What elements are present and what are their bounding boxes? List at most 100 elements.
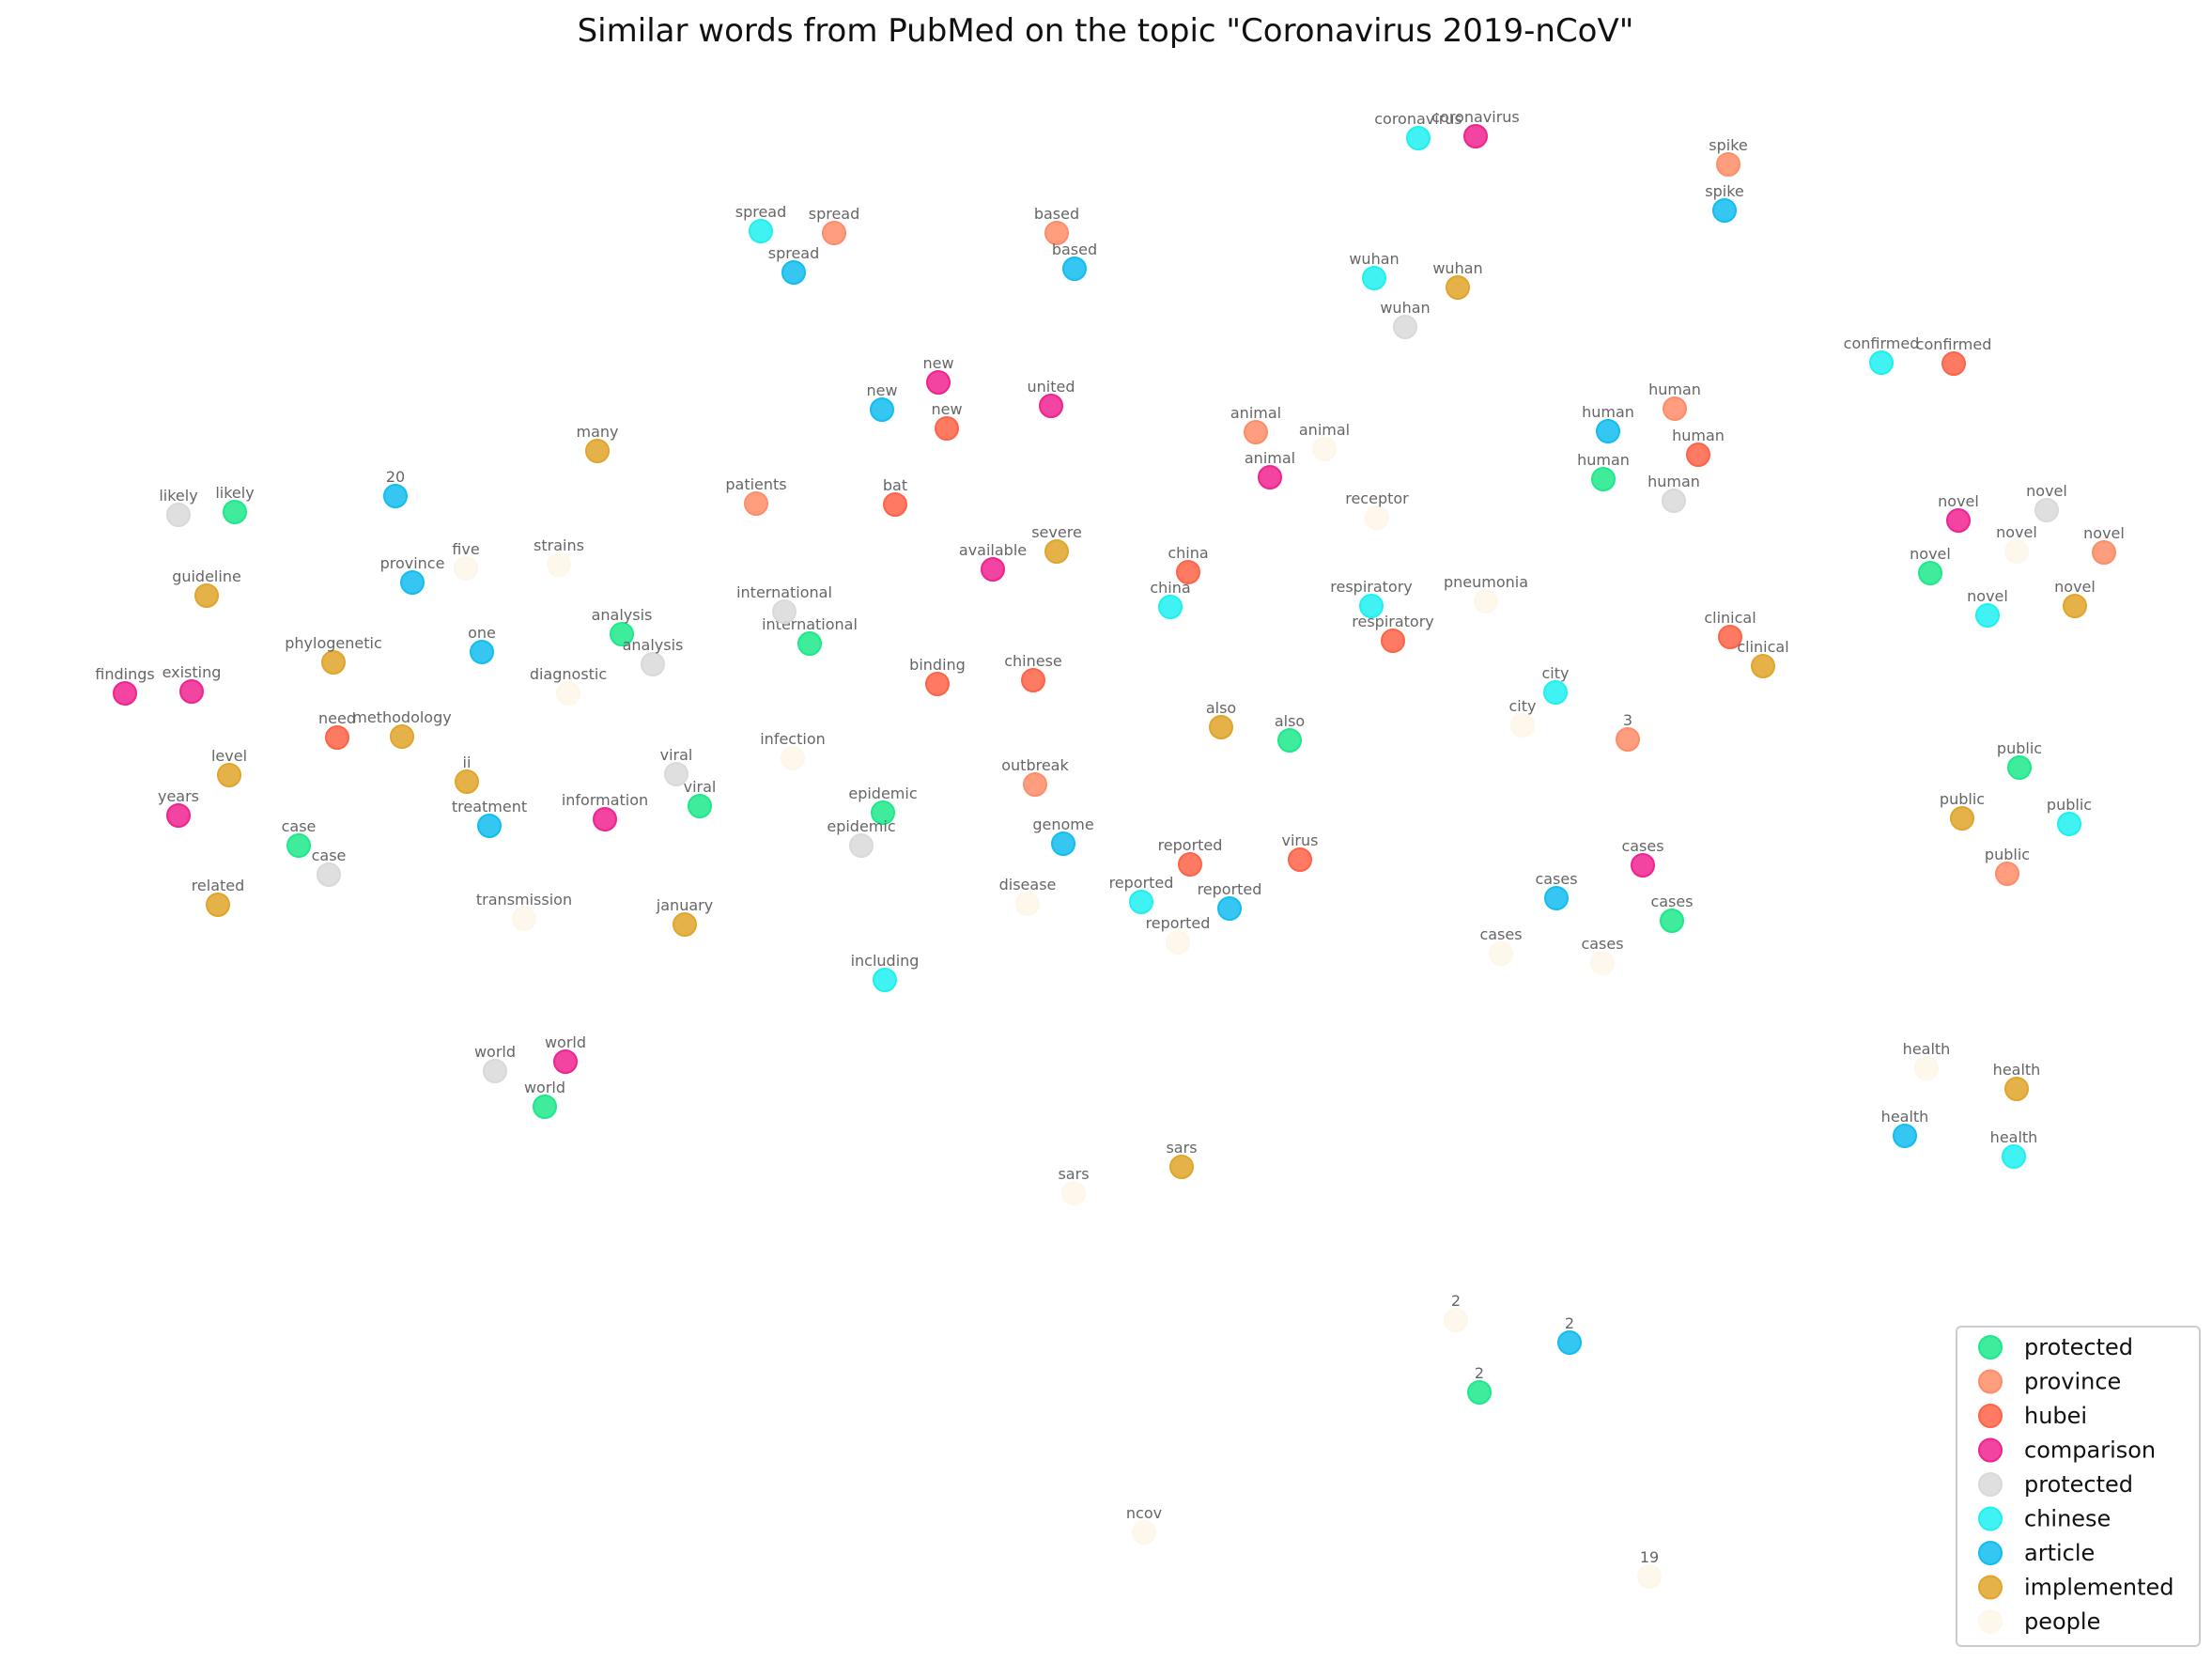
data-point bbox=[1166, 930, 1190, 955]
data-label: receptor bbox=[1345, 489, 1409, 507]
data-label: new bbox=[922, 354, 953, 372]
series-3: new united animal coronavirus available findi… bbox=[95, 108, 1979, 1074]
data-label: ncov bbox=[1126, 1504, 1162, 1522]
data-point bbox=[1489, 941, 1513, 966]
data-label: spike bbox=[1705, 182, 1743, 200]
data-point bbox=[1544, 886, 1569, 910]
data-point bbox=[556, 681, 580, 706]
data-label: treatment bbox=[452, 798, 527, 815]
data-point bbox=[585, 439, 610, 463]
data-point bbox=[2057, 812, 2081, 836]
legend-marker bbox=[1978, 1437, 2003, 1463]
data-label: 2 bbox=[1451, 1292, 1461, 1310]
data-point bbox=[1893, 1124, 1917, 1148]
data-label: one bbox=[468, 624, 496, 642]
data-label: virus bbox=[1282, 831, 1319, 849]
data-point bbox=[641, 652, 665, 676]
data-label: coronavirus bbox=[1431, 108, 1520, 126]
data-label: cases bbox=[1581, 935, 1623, 953]
data-point bbox=[883, 492, 907, 517]
data-point bbox=[1543, 680, 1568, 705]
data-label: clinical bbox=[1704, 609, 1756, 627]
data-label: case bbox=[282, 817, 317, 835]
data-point bbox=[470, 640, 494, 664]
data-label: novel bbox=[1938, 492, 1979, 510]
data-label: novel bbox=[1910, 545, 1951, 563]
data-point bbox=[1467, 1380, 1492, 1405]
data-point bbox=[1474, 589, 1498, 614]
data-label: reported bbox=[1146, 914, 1211, 932]
data-point bbox=[744, 491, 768, 516]
series-8: animal receptor pneumonia five strains diagno… bbox=[452, 421, 2037, 1589]
data-label: international bbox=[736, 583, 832, 601]
data-label: including bbox=[851, 952, 920, 970]
data-label: health bbox=[1881, 1108, 1929, 1126]
data-label: reported bbox=[1158, 836, 1223, 854]
data-point bbox=[1663, 396, 1687, 421]
data-label: human bbox=[1582, 403, 1634, 421]
data-label: city bbox=[1509, 697, 1537, 715]
data-point bbox=[1975, 603, 2000, 628]
series-7: many severe guideline phylogenetic methodolo… bbox=[172, 259, 2096, 1179]
data-label: animal bbox=[1245, 449, 1295, 467]
data-label: united bbox=[1028, 378, 1075, 396]
data-point bbox=[925, 672, 950, 696]
legend-label: comparison bbox=[2024, 1437, 2156, 1464]
data-point bbox=[1258, 465, 1282, 489]
data-point bbox=[673, 912, 697, 937]
data-point bbox=[1591, 467, 1616, 491]
data-label: strains bbox=[534, 536, 584, 554]
legend-label: hubei bbox=[2024, 1403, 2087, 1429]
data-point bbox=[1596, 419, 1620, 443]
data-point bbox=[217, 763, 241, 787]
data-point bbox=[1446, 275, 1470, 300]
data-label: new bbox=[866, 381, 897, 399]
data-point bbox=[1712, 198, 1737, 223]
data-point bbox=[166, 803, 191, 828]
data-point bbox=[553, 1049, 578, 1074]
legend-marker bbox=[1978, 1575, 2003, 1600]
data-point bbox=[1686, 443, 1710, 467]
data-point bbox=[797, 631, 822, 656]
series-1: spread based patients animal human spike novel… bbox=[725, 136, 2125, 886]
data-label: novel bbox=[1967, 587, 2008, 605]
data-label: also bbox=[1275, 712, 1305, 730]
data-point bbox=[772, 599, 797, 624]
data-point bbox=[2007, 755, 2032, 780]
data-label: cases bbox=[1650, 893, 1693, 910]
data-point bbox=[286, 833, 311, 858]
data-point bbox=[166, 503, 191, 527]
data-label: wuhan bbox=[1432, 259, 1482, 277]
data-label: phylogenetic bbox=[285, 634, 382, 652]
data-point bbox=[206, 893, 230, 917]
data-label: case bbox=[312, 847, 347, 864]
legend-label: protected bbox=[2024, 1471, 2133, 1498]
data-point bbox=[1590, 951, 1615, 975]
data-point bbox=[512, 907, 536, 931]
data-point bbox=[2004, 539, 2029, 564]
data-label: china bbox=[1150, 579, 1190, 597]
data-point bbox=[871, 800, 895, 825]
data-label: novel bbox=[2054, 578, 2096, 596]
data-point bbox=[1946, 508, 1971, 533]
data-label: likely bbox=[159, 487, 197, 505]
data-point bbox=[1044, 221, 1069, 245]
series-0: likely analysis international viral epidemic… bbox=[215, 451, 2042, 1405]
data-label: ii bbox=[463, 753, 472, 771]
data-point bbox=[1716, 152, 1740, 177]
data-point bbox=[822, 221, 846, 245]
data-label: confirmed bbox=[1916, 335, 1992, 353]
data-label: human bbox=[1647, 473, 1700, 490]
data-point bbox=[1169, 1155, 1194, 1179]
data-point bbox=[547, 552, 571, 577]
data-point bbox=[1995, 862, 2019, 886]
data-label: public bbox=[2047, 796, 2092, 814]
series-2: new bat china need binding chinese respiratory… bbox=[318, 335, 1992, 877]
legend-marker bbox=[1978, 1472, 2003, 1497]
data-label: chinese bbox=[1004, 652, 1062, 670]
data-point bbox=[1393, 315, 1417, 339]
legend-label: article bbox=[2024, 1540, 2095, 1566]
series-5: spread coronavirus wuhan confirmed china resp… bbox=[735, 110, 2092, 1169]
data-point bbox=[1381, 629, 1405, 653]
data-point bbox=[749, 219, 773, 243]
